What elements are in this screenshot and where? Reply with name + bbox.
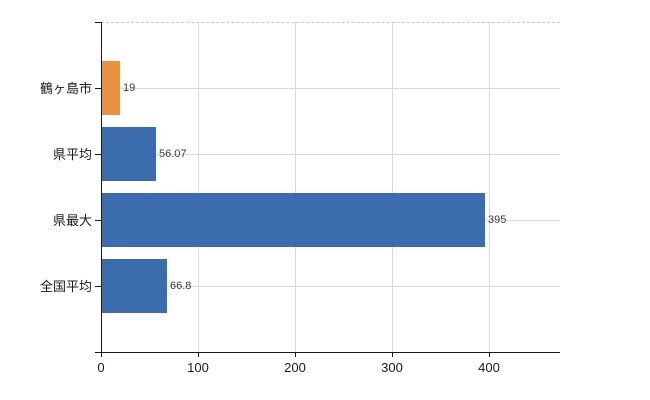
x-axis-tick-label: 100 xyxy=(187,360,209,375)
x-axis-tick-label: 200 xyxy=(284,360,306,375)
category-label: 県最大 xyxy=(52,213,92,228)
x-axis-tick-label: 400 xyxy=(478,360,500,375)
horizontal-gridline xyxy=(101,154,560,155)
bar-value-label: 395 xyxy=(488,214,507,226)
x-axis-tick-label: 300 xyxy=(381,360,403,375)
x-axis-line xyxy=(95,352,560,353)
bar-0 xyxy=(102,61,120,115)
vertical-gridline xyxy=(392,22,393,352)
x-axis-tick xyxy=(392,353,393,357)
x-axis-tick-label: 0 xyxy=(97,360,105,375)
category-label: 県平均 xyxy=(52,147,92,162)
bar-value-label: 19 xyxy=(123,82,136,94)
bar-value-label: 56.07 xyxy=(159,148,187,160)
y-axis-tick xyxy=(95,220,101,221)
x-axis-tick xyxy=(295,353,296,357)
y-axis-line xyxy=(101,22,102,357)
vertical-gridline xyxy=(489,22,490,352)
x-axis-tick xyxy=(198,353,199,357)
bar-1 xyxy=(102,127,156,181)
y-axis-tick xyxy=(95,22,101,23)
bar-value-label: 66.8 xyxy=(170,280,192,292)
x-axis-tick xyxy=(489,353,490,357)
category-label: 全国平均 xyxy=(39,279,92,294)
category-label: 鶴ヶ島市 xyxy=(39,81,92,96)
y-axis-tick xyxy=(95,154,101,155)
horizontal-gridline xyxy=(101,286,560,287)
y-axis-tick xyxy=(95,88,101,89)
y-axis-tick xyxy=(95,286,101,287)
bar-2 xyxy=(102,193,485,247)
vertical-gridline xyxy=(295,22,296,352)
vertical-gridline xyxy=(198,22,199,352)
horizontal-gridline xyxy=(101,88,560,89)
plot-top-border xyxy=(101,22,560,23)
bar-3 xyxy=(102,259,167,313)
